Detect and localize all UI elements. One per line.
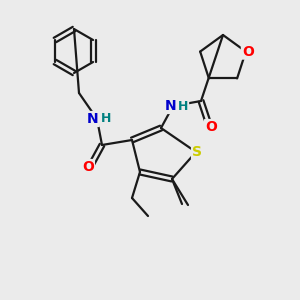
Text: S: S bbox=[192, 145, 202, 159]
Text: O: O bbox=[205, 120, 217, 134]
Text: O: O bbox=[242, 45, 254, 58]
Text: H: H bbox=[178, 100, 188, 112]
Text: H: H bbox=[101, 112, 111, 125]
Text: N: N bbox=[165, 99, 177, 113]
Text: O: O bbox=[82, 160, 94, 174]
Text: N: N bbox=[87, 112, 99, 126]
